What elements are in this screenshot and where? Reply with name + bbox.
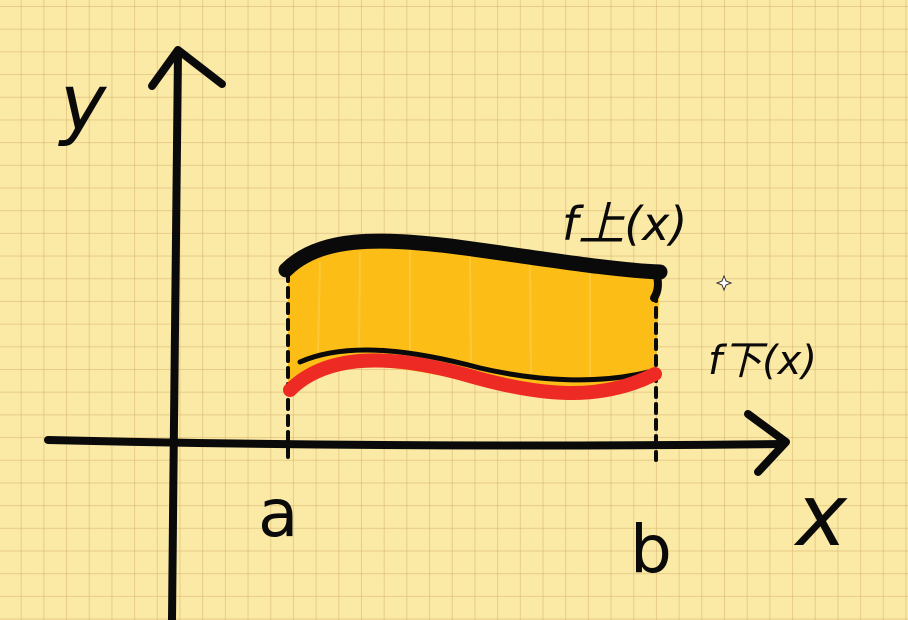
lower-curve bbox=[283, 353, 662, 400]
x-axis bbox=[44, 436, 786, 450]
y-axis-label: y bbox=[58, 59, 108, 149]
fill-hatching bbox=[317, 250, 591, 382]
upper-curve-label: f上(x) bbox=[562, 197, 687, 251]
sparkle-icon bbox=[715, 274, 733, 292]
point-a-label: a bbox=[258, 475, 298, 552]
upper-curve-tail bbox=[650, 266, 662, 302]
lower-curve-label: f下(x) bbox=[708, 338, 817, 384]
x-axis-label: x bbox=[793, 466, 848, 566]
point-b-label: b bbox=[630, 511, 672, 588]
lower-curve-edge bbox=[297, 347, 651, 383]
y-axis bbox=[168, 48, 182, 620]
y-axis-arrowhead bbox=[148, 46, 226, 90]
upper-curve bbox=[278, 233, 668, 280]
x-axis-arrowhead bbox=[744, 410, 790, 476]
